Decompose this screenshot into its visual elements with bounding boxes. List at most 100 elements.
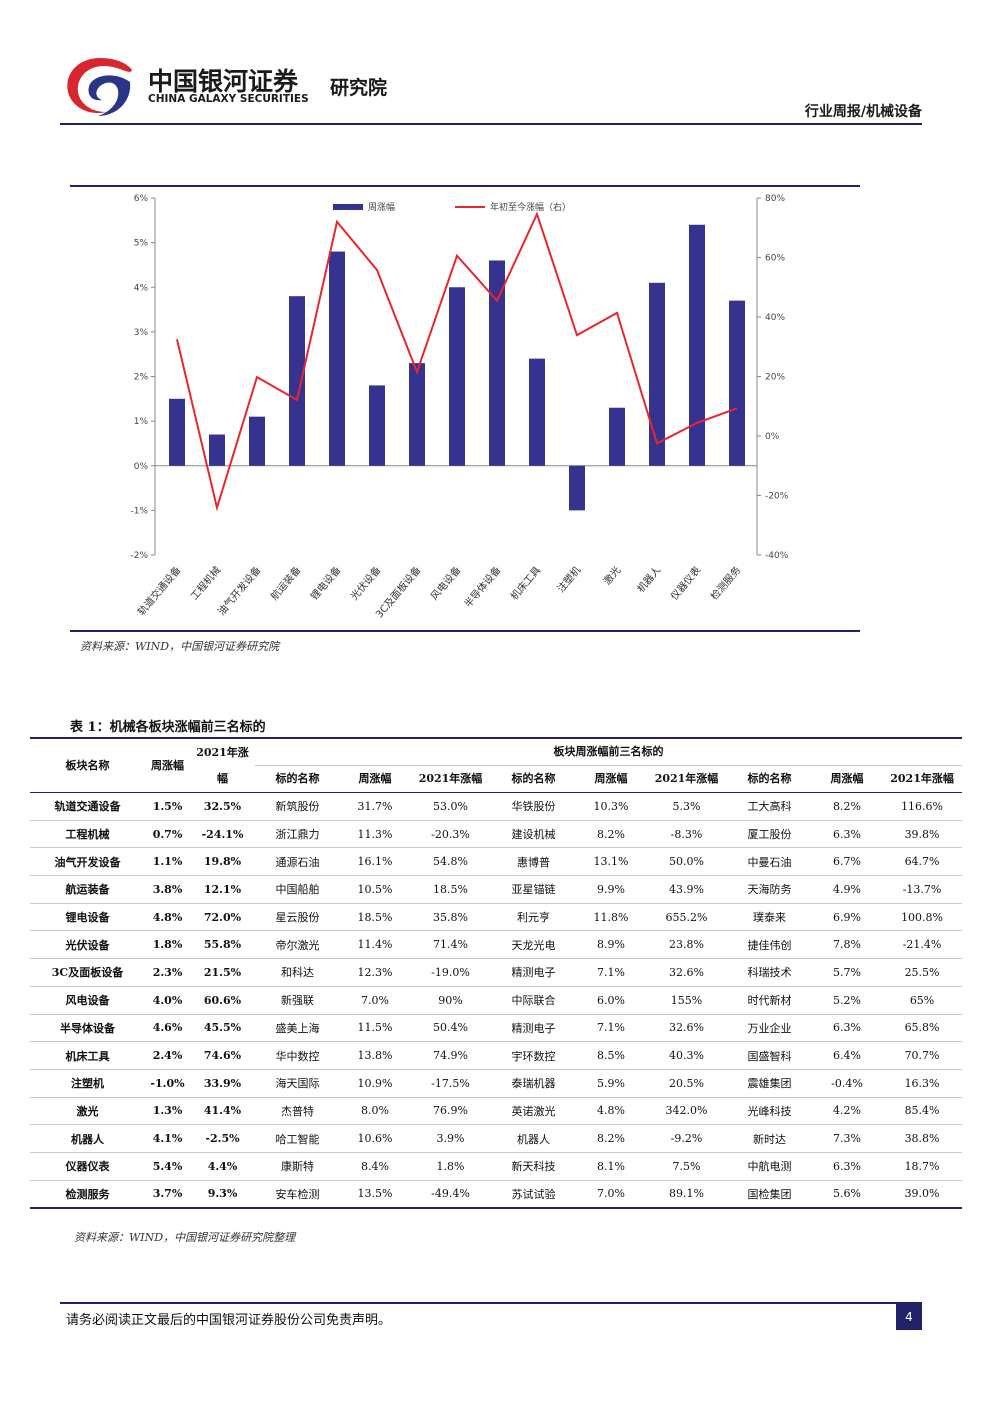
header-group: 板块周涨幅前三名标的 <box>255 737 963 766</box>
table-cell: 6.0% <box>576 986 646 1015</box>
footer-rule <box>60 1302 922 1304</box>
bar <box>609 407 625 466</box>
x-tick-label: 锂电设备 <box>308 564 344 603</box>
header-cell: 标的名称 <box>727 765 812 793</box>
table-cell: 10.6% <box>340 1124 410 1153</box>
y-tick-label: 4% <box>134 283 149 293</box>
disclaimer: 请务必阅读正文最后的中国银河证券股份公司免责声明。 <box>66 1313 392 1328</box>
table-cell: 3C及面板设备 <box>30 958 145 987</box>
table-cell: 浙江鼎力 <box>255 820 340 849</box>
x-tick-label: 光伏设备 <box>348 564 384 603</box>
table-row: 油气开发设备 1.1% 19.8% 通源石油 16.1% 54.8% 惠博普 13.1% 50.… <box>30 847 963 877</box>
table-cell: 6.4% <box>812 1041 882 1070</box>
table-cell: 6.3% <box>812 1014 882 1043</box>
table-cell: 油气开发设备 <box>30 847 145 877</box>
table-cell: 4.6% <box>145 1014 190 1043</box>
table-cell: 100.8% <box>882 903 963 932</box>
table-cell: 天龙光电 <box>491 930 576 960</box>
table-row: 检测服务 3.7% 9.3% 安车检测 13.5% -49.4% 苏试试验 7.0% 89.1%… <box>30 1180 963 1210</box>
legend-label: 年初至今涨幅（右） <box>490 201 571 213</box>
table-cell: 65% <box>882 986 963 1015</box>
table-cell: 8.5% <box>576 1041 646 1070</box>
table-cell: 50.4% <box>410 1014 491 1043</box>
header-cell: 周涨幅 <box>145 737 190 793</box>
bar <box>689 224 705 466</box>
table-cell: -9.2% <box>646 1124 727 1153</box>
table-cell: -24.1% <box>190 820 255 849</box>
table-row: 激光 1.3% 41.4% 杰普特 8.0% 76.9% 英诺激光 4.8% 342.0% 光峰科… <box>30 1097 963 1126</box>
table-cell: -19.0% <box>410 958 491 987</box>
header-rule <box>60 123 922 125</box>
bar <box>489 260 505 466</box>
table-row: 风电设备 4.0% 60.6% 新强联 7.0% 90% 中际联合 6.0% 155% 时代新材 5… <box>30 986 963 1015</box>
table-cell: 风电设备 <box>30 986 145 1015</box>
table-cell: 6.7% <box>812 847 882 877</box>
table-cell: 7.1% <box>576 958 646 987</box>
table-cell: 3.9% <box>410 1124 491 1153</box>
x-tick-label: 检测服务 <box>708 564 744 603</box>
table-cell: 1.3% <box>145 1097 190 1126</box>
table-cell: 国检集团 <box>727 1180 812 1210</box>
table-cell: 10.9% <box>340 1069 410 1098</box>
table-cell: 新天科技 <box>491 1152 576 1181</box>
legend-label: 周涨幅 <box>368 201 395 213</box>
y2-tick-label: 80% <box>765 194 785 204</box>
table-cell: 12.1% <box>190 875 255 904</box>
table-cell: 宇环数控 <box>491 1041 576 1070</box>
table-cell: 32.6% <box>646 1014 727 1043</box>
table-cell: 1.8% <box>410 1152 491 1181</box>
table-cell: 航运装备 <box>30 875 145 904</box>
table-cell: 中国船舶 <box>255 875 340 904</box>
table-cell: 泰瑞机器 <box>491 1069 576 1098</box>
table-row: 仪器仪表 5.4% 4.4% 康斯特 8.4% 1.8% 新天科技 8.1% 7.5% 中航电测 6… <box>30 1152 963 1181</box>
table-cell: 21.5% <box>190 958 255 987</box>
table-cell: 18.5% <box>340 903 410 932</box>
table-cell: 机床工具 <box>30 1041 145 1070</box>
bar <box>649 282 665 466</box>
table-cell: 11.5% <box>340 1014 410 1043</box>
table-source: 资料来源：WIND，中国银河证券研究院整理 <box>74 1231 296 1244</box>
x-tick-label: 工程机械 <box>188 564 224 603</box>
table-row: 光伏设备 1.8% 55.8% 帝尔激光 11.4% 71.4% 天龙光电 8.9% 23.8%… <box>30 930 963 960</box>
table-row: 工程机械 0.7% -24.1% 浙江鼎力 11.3% -20.3% 建设机械 8.2% -8.… <box>30 820 963 849</box>
table-cell: 11.8% <box>576 903 646 932</box>
x-tick-label: 半导体设备 <box>461 564 503 611</box>
table-cell: 10.3% <box>576 792 646 821</box>
table-cell: 74.9% <box>410 1041 491 1070</box>
table-cell: 16.1% <box>340 847 410 877</box>
y2-tick-label: 40% <box>765 313 785 323</box>
table-cell: 0.7% <box>145 820 190 849</box>
table-cell: -20.3% <box>410 820 491 849</box>
header-cell: 2021年涨幅 <box>190 737 255 793</box>
table-cell: 5.3% <box>646 792 727 821</box>
table-cell: 7.0% <box>576 1180 646 1210</box>
x-tick-label: 风电设备 <box>428 564 464 603</box>
table-cell: 25.5% <box>882 958 963 987</box>
table-row: 3C及面板设备 2.3% 21.5% 和科达 12.3% -19.0% 精测电子 7.1% 32… <box>30 958 963 987</box>
table-cell: 13.8% <box>340 1041 410 1070</box>
table-cell: 康斯特 <box>255 1152 340 1181</box>
bar <box>209 434 225 466</box>
table-cell: 70.7% <box>882 1041 963 1070</box>
table-cell: 8.4% <box>340 1152 410 1181</box>
table-cell: -17.5% <box>410 1069 491 1098</box>
bar <box>369 385 385 466</box>
table-cell: 盛美上海 <box>255 1014 340 1043</box>
table-cell: 8.0% <box>340 1097 410 1126</box>
table-cell: 7.1% <box>576 1014 646 1043</box>
table-cell: 3.7% <box>145 1180 190 1210</box>
table-row: 机器人 4.1% -2.5% 哈工智能 10.6% 3.9% 机器人 8.2% -9.2% 新时达… <box>30 1124 963 1153</box>
table-cell: 新时达 <box>727 1124 812 1153</box>
header-cell: 板块名称 <box>30 737 145 793</box>
table-row: 机床工具 2.4% 74.6% 华中数控 13.8% 74.9% 宇环数控 8.5% 40.3%… <box>30 1041 963 1070</box>
table-cell: 新强联 <box>255 986 340 1015</box>
table-cell: 5.6% <box>812 1180 882 1210</box>
y2-tick-label: -20% <box>765 492 789 502</box>
x-tick-label: 仪器仪表 <box>668 564 704 603</box>
table-cell: 华中数控 <box>255 1041 340 1070</box>
bar <box>529 358 545 466</box>
table-cell: 32.5% <box>190 792 255 821</box>
table-cell: 天海防务 <box>727 875 812 904</box>
table-cell: 5.7% <box>812 958 882 987</box>
table-cell: 仪器仪表 <box>30 1152 145 1181</box>
